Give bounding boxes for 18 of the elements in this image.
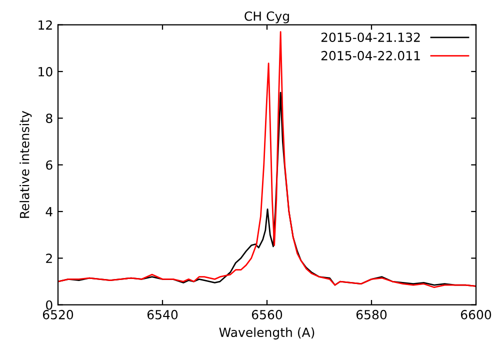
y-tick-label: 8 (46, 114, 52, 124)
x-tick-label: 6520 (42, 310, 74, 320)
legend-label: 2015-04-21.132 (321, 32, 420, 42)
y-tick-label: 10 (38, 66, 52, 76)
x-tick-label: 6580 (356, 310, 387, 320)
x-tick-label: 6540 (147, 310, 178, 320)
y-axis-title: Relative intensity (20, 110, 32, 218)
line-series (58, 31, 476, 288)
x-tick-label: 6560 (252, 310, 282, 320)
x-axis-title: Wavelength (A) (219, 327, 314, 340)
legend-label: 2015-04-22.011 (321, 50, 420, 60)
y-tick-label: 4 (46, 207, 52, 216)
chart-title: CH Cyg (244, 11, 289, 24)
x-tick-label: 6600 (460, 310, 492, 320)
y-tick-label: 12 (38, 20, 52, 30)
y-tick-label: 6 (46, 160, 52, 170)
y-tick-label: 2 (46, 254, 52, 263)
y-tick-label: 0 (46, 300, 52, 310)
